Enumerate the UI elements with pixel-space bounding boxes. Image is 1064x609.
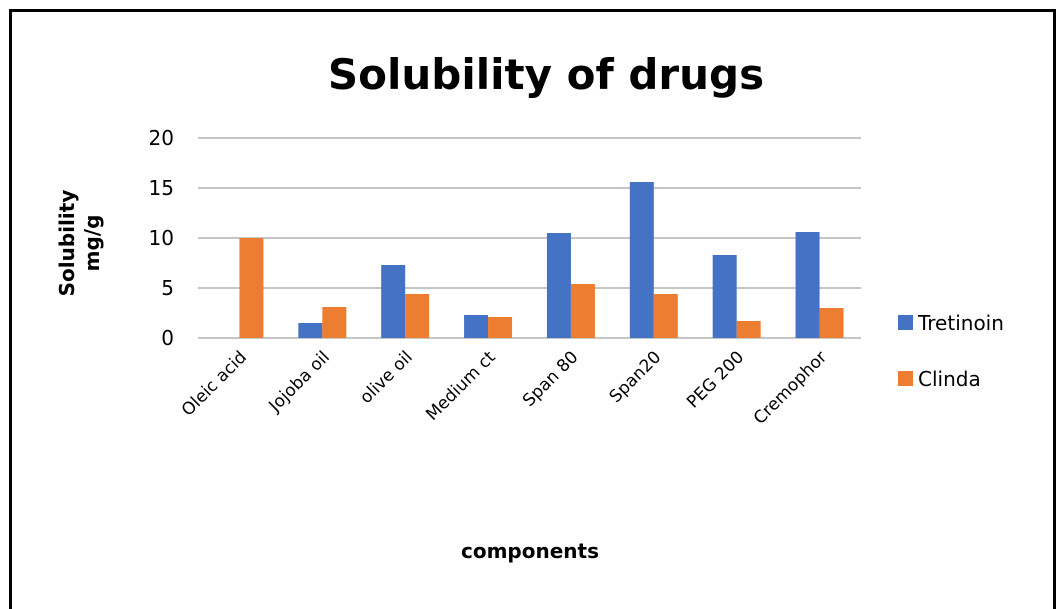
gridlines: [198, 137, 861, 339]
bar-tretinoin: [546, 233, 571, 338]
x-category-label: Oleic acid: [178, 347, 251, 420]
legend-swatch: [898, 371, 913, 386]
bar-tretinoin: [464, 315, 489, 338]
bar-clinda: [570, 284, 595, 338]
y-tick-label: 5: [161, 276, 174, 300]
x-axis-title: components: [461, 539, 599, 563]
bar-clinda: [653, 294, 678, 338]
legend-swatch: [898, 315, 913, 330]
chart-title: Solubility of drugs: [328, 50, 764, 99]
bar-clinda: [322, 307, 347, 338]
y-axis-title-line-2: mg/g: [80, 215, 104, 272]
bar-tretinoin: [381, 265, 406, 338]
legend: Tretinoin Clinda: [898, 311, 1004, 391]
y-tick-label: 20: [149, 126, 174, 150]
chart-frame: [9, 9, 1056, 609]
x-category-label: Cremophor: [750, 347, 831, 428]
y-axis-ticks: 0 5 10 15 20: [149, 126, 174, 350]
legend-label: Tretinoin: [917, 311, 1004, 335]
x-axis-categories: Oleic acid Jojoba oil olive oil Medium ct Sp…: [178, 347, 831, 428]
y-tick-label: 10: [149, 226, 174, 250]
bar-tretinoin: [795, 232, 820, 338]
x-category-label: Span20: [606, 347, 666, 407]
bars: [239, 182, 844, 338]
y-tick-label: 0: [161, 326, 174, 350]
y-axis-title-line-1: Solubility: [55, 190, 79, 297]
x-category-label: olive oil: [356, 347, 417, 408]
bar-tretinoin: [629, 182, 654, 338]
x-category-label: Medium ct: [422, 347, 500, 425]
bar-clinda: [819, 308, 844, 338]
x-category-label: Jojoba oil: [265, 347, 334, 416]
bar-clinda: [239, 238, 264, 338]
bar-tretinoin: [712, 255, 737, 338]
x-category-label: Span 80: [519, 347, 583, 411]
bar-clinda: [488, 317, 513, 338]
y-axis-title: Solubility mg/g: [55, 190, 104, 297]
x-category-label: PEG 200: [683, 347, 748, 412]
bar-clinda: [736, 321, 761, 338]
bar-clinda: [405, 294, 430, 338]
bar-tretinoin: [298, 323, 323, 338]
y-tick-label: 15: [149, 176, 174, 200]
legend-label: Clinda: [918, 367, 981, 391]
